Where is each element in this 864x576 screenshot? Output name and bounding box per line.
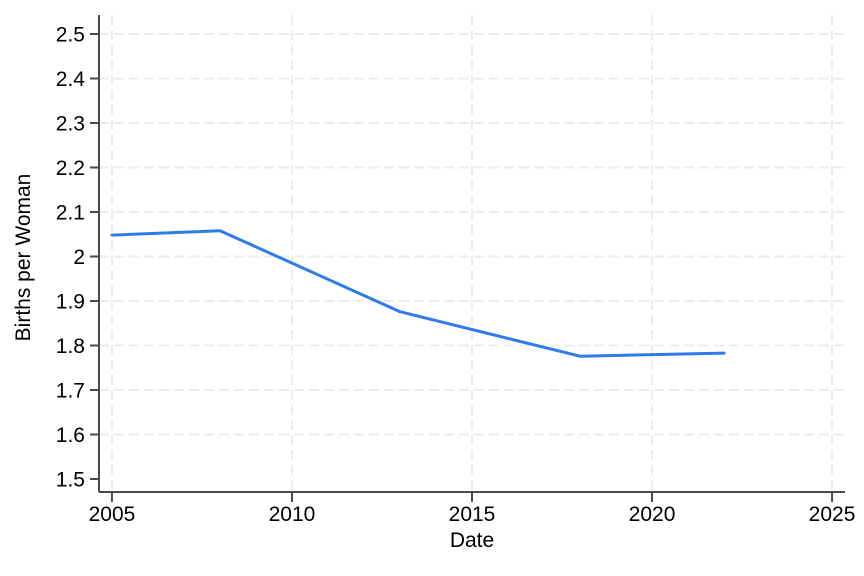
y-tick-label: 1.8 (56, 335, 85, 358)
y-tick-label: 2.4 (56, 68, 86, 91)
y-tick-label: 1.6 (56, 424, 85, 447)
y-tick-label: 2 (73, 246, 85, 269)
y-tick-label: 1.9 (56, 291, 85, 314)
y-tick-label: 1.7 (56, 380, 85, 403)
x-tick-label: 2025 (809, 503, 856, 526)
y-tick-label: 2.2 (56, 157, 85, 180)
y-axis-title: Births per Woman (12, 174, 35, 342)
x-tick-label: 2020 (629, 503, 676, 526)
y-tick-label: 2.3 (56, 113, 85, 136)
y-tick-label: 1.5 (56, 469, 85, 492)
y-tick-label: 2.1 (56, 202, 85, 225)
x-tick-label: 2015 (449, 503, 496, 526)
x-tick-label: 2010 (269, 503, 316, 526)
x-axis-title: Date (450, 529, 494, 552)
data-line (110, 229, 726, 358)
y-tick-label: 2.5 (56, 24, 85, 47)
x-tick-label: 2005 (89, 503, 136, 526)
